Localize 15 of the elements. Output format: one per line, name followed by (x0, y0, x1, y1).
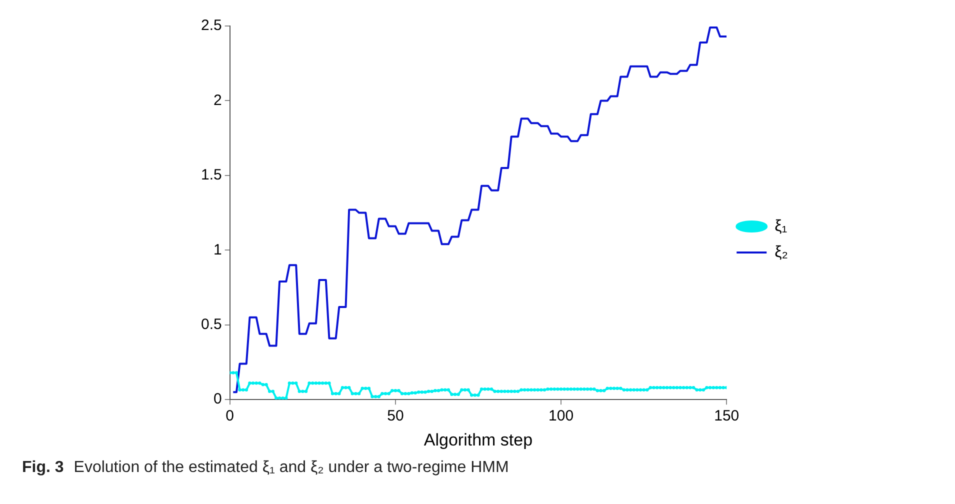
x-axis-title: Algorithm step (424, 430, 533, 450)
x-tick-label: 50 (387, 408, 404, 425)
y-tick-label: 2.5 (200, 17, 222, 34)
caption: Fig. 3 (22, 459, 64, 476)
legend-label: ξ₁ (774, 218, 788, 235)
y-tick-label: 0 (214, 390, 222, 408)
y-tick-label: 2 (214, 92, 222, 109)
y-tick-label: 1.5 (200, 166, 222, 184)
x-tick-label: 100 (548, 408, 574, 425)
x-tick-label: 150 (714, 408, 740, 425)
y-tick-label: 1 (214, 241, 222, 258)
y-tick-label: 0.5 (200, 316, 222, 334)
x-tick-label: 0 (226, 408, 234, 425)
text: Evolution of the estimated ξ₁ and ξ₂ under a two-regime HMM (74, 459, 509, 476)
legend-label: ξ₂ (774, 244, 788, 261)
